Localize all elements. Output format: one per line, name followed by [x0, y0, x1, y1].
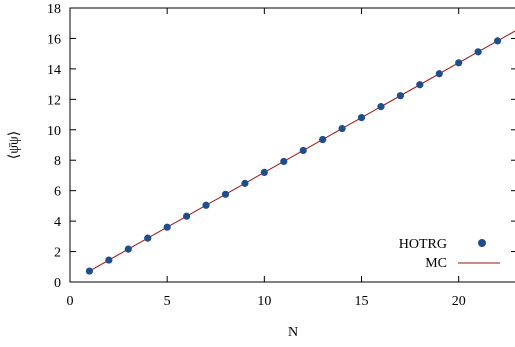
data-point-hotrg: [163, 223, 171, 231]
data-point-hotrg: [280, 157, 288, 166]
data-point-hotrg: [105, 256, 113, 264]
data-point-hotrg: [357, 114, 366, 122]
data-point-hotrg: [124, 245, 132, 253]
x-tick-label: 0: [67, 294, 74, 309]
y-tick-label: 16: [47, 32, 61, 47]
data-point-hotrg: [338, 124, 346, 133]
data-point-hotrg: [474, 48, 482, 56]
data-point-hotrg: [416, 81, 424, 89]
data-point-hotrg: [85, 267, 94, 275]
data-point-hotrg: [435, 70, 443, 78]
data-point-hotrg: [396, 92, 404, 100]
y-tick-label: 10: [47, 124, 61, 139]
x-tick-label: 5: [164, 294, 171, 309]
x-tick-label: 15: [355, 294, 369, 309]
y-tick-label: 6: [54, 185, 61, 200]
axis-ticks: 0 5 10 15 20 0 2 4 6 8 10 12 14 16 18: [47, 2, 515, 309]
data-point-hotrg: [241, 179, 249, 187]
y-tick-label: 12: [47, 93, 61, 108]
data-point-hotrg: [493, 37, 502, 45]
y-tick-label: 8: [54, 154, 61, 169]
series-layer: [85, 30, 515, 275]
x-tick-label: 20: [452, 294, 466, 309]
legend: HOTRG MC: [399, 237, 500, 271]
y-axis-label: ⟨ψ̄ψ⟩: [7, 131, 22, 159]
y-tick-label: 4: [54, 215, 61, 230]
data-point-hotrg: [377, 103, 385, 111]
legend-label-mc: MC: [425, 256, 447, 271]
data-point-hotrg: [260, 168, 268, 176]
data-point-hotrg: [299, 146, 307, 155]
plot-frame: [69, 7, 515, 283]
x-axis-label: N: [288, 325, 298, 340]
legend-label-hotrg: HOTRG: [399, 237, 447, 252]
y-tick-label: 0: [54, 276, 61, 291]
data-point-hotrg: [144, 234, 152, 242]
data-point-hotrg: [221, 190, 230, 198]
legend-marker-hotrg: [478, 239, 486, 247]
data-point-hotrg: [202, 201, 210, 209]
y-tick-label: 14: [47, 63, 61, 78]
data-point-hotrg: [455, 59, 463, 67]
y-tick-label: 2: [54, 246, 61, 261]
x-tick-label: 10: [257, 294, 271, 309]
data-point-hotrg: [183, 212, 191, 220]
y-tick-label: 18: [47, 2, 61, 17]
data-point-hotrg: [319, 135, 327, 144]
